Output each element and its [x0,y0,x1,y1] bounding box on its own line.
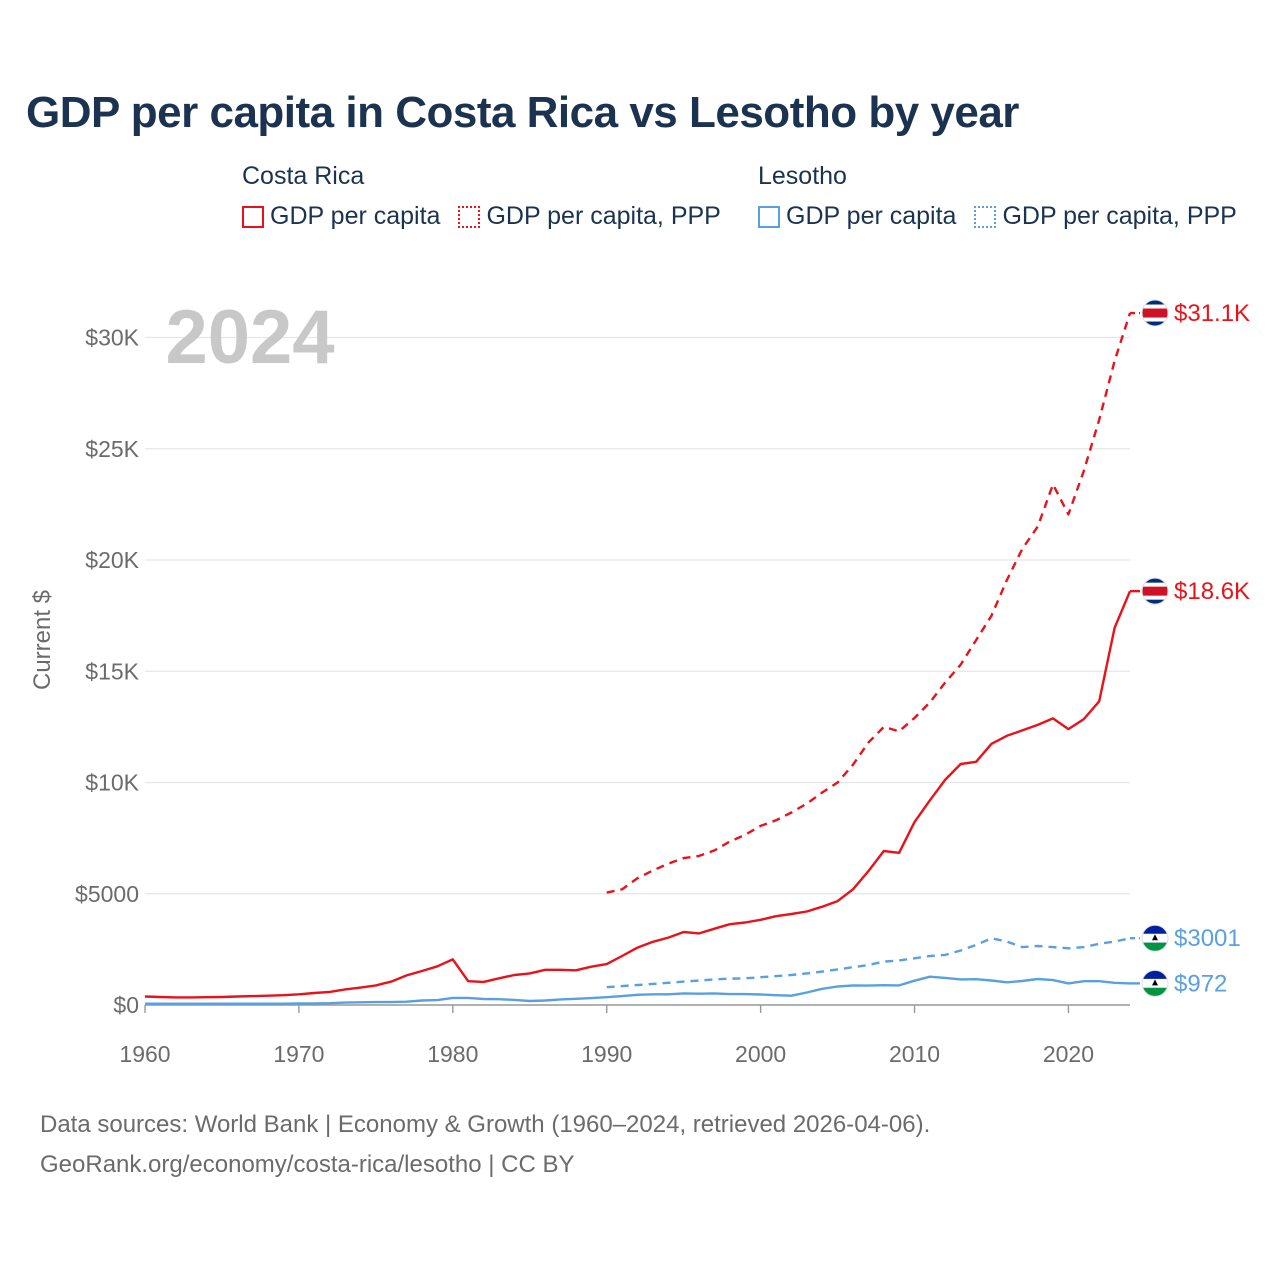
legend-swatch-dotted [974,205,997,228]
y-tick-label: $20K [85,547,139,573]
x-tick-label: 2000 [735,1041,786,1067]
legend-swatch-solid [758,205,780,228]
y-axis-title: Current $ [29,590,56,690]
x-tick-label: 2020 [1043,1041,1094,1067]
series-end-label: $972 [1174,970,1227,997]
year-watermark: 2024 [165,295,334,380]
chart-title: GDP per capita in Costa Rica vs Lesotho … [26,88,1019,137]
costa-rica-flag-icon [1141,299,1169,327]
lesotho-flag-icon [1141,969,1169,997]
source-line-2[interactable]: GeoRank.org/economy/costa-rica/lesotho |… [40,1151,575,1178]
costa-rica-flag-icon [1141,577,1169,605]
axes: $0 $5000 $10K $15K $20K $25K $30K 1960 1970 1980 1… [29,325,1130,1067]
source-note: Data sources: World Bank | Economy & Gro… [40,1105,930,1185]
x-tick-label: 1960 [119,1041,170,1067]
legend-label: GDP per capita [270,202,441,230]
y-tick-label: $5000 [75,881,139,907]
legend-label: GDP per capita, PPP [1002,202,1237,230]
x-tick-label: 1970 [273,1041,324,1067]
legend-item-costa-rica-gdp-ppp[interactable]: GDP per capita, PPP [458,202,721,231]
legend-swatch-dotted [458,205,481,228]
end-labels: $18.6K $31.1K $972 $3001 [1141,299,1250,997]
legend-label: GDP per capita [786,202,957,230]
x-tick-label: 1980 [427,1041,478,1067]
y-tick-label: $10K [85,770,139,796]
y-tick-label: $0 [113,992,139,1018]
legend-label: GDP per capita, PPP [486,202,721,230]
source-line-1: Data sources: World Bank | Economy & Gro… [40,1111,931,1138]
legend-item-lesotho-gdp-ppp[interactable]: GDP per capita, PPP [974,202,1237,231]
y-tick-label: $15K [85,658,139,684]
x-tick-label: 1990 [581,1041,632,1067]
y-tick-label: $30K [85,325,139,351]
series-line-3[interactable] [145,975,1131,1005]
legend-group-costa-rica: Costa Rica GDP per capita GDP per capita… [242,162,739,231]
line-chart: 2024 $0 $5000 $10K $15K $20K $25K $30K 1960 1970… [29,295,1250,1067]
legend-country-costa-rica: Costa Rica [242,162,365,190]
grid [145,336,1130,1006]
legend-group-lesotho: Lesotho GDP per capita GDP per capita, P… [758,162,1255,231]
series-end-label: $18.6K [1174,578,1250,605]
series-line-2[interactable] [606,312,1132,894]
x-tick-label: 2010 [889,1041,940,1067]
y-tick-label: $25K [85,436,139,462]
legend-item-costa-rica-gdp[interactable]: GDP per capita [242,202,440,231]
legend-country-lesotho: Lesotho [758,162,847,190]
series-end-label: $31.1K [1174,300,1250,327]
legend-swatch-solid [242,205,264,228]
series-end-label: $3001 [1174,925,1241,952]
series-line-4[interactable] [606,937,1131,989]
legend-item-lesotho-gdp[interactable]: GDP per capita [758,202,956,231]
series-line-1[interactable] [144,590,1132,999]
lesotho-flag-icon [1141,924,1169,952]
series [144,311,1140,1005]
